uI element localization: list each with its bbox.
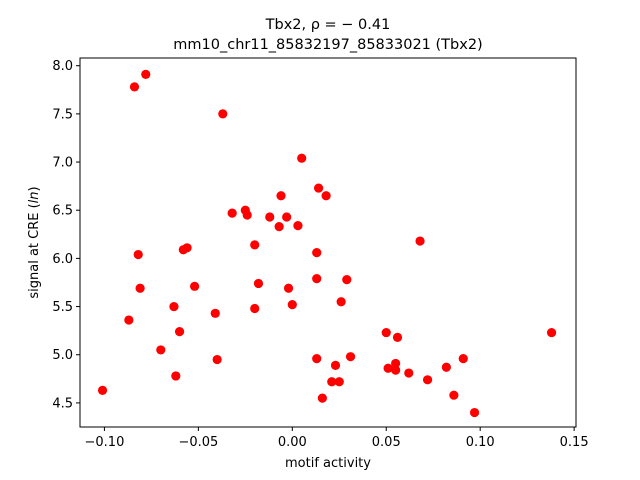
data-point-16 (227, 208, 237, 218)
data-point-31 (312, 274, 322, 284)
data-point-7 (169, 301, 179, 312)
data-point-48 (415, 236, 425, 246)
data-point-3 (133, 249, 143, 260)
data-point-37 (330, 360, 341, 370)
data-point-40 (342, 274, 352, 285)
data-point-46 (392, 332, 403, 342)
data-point-2 (129, 82, 140, 92)
x-axis-label: motif activity (285, 456, 371, 471)
y-axis-label: signal at CRE (ln) (27, 186, 42, 298)
x-tick-label-2: 0.00 (278, 435, 307, 450)
data-point-50 (441, 362, 451, 372)
data-point-44 (391, 358, 401, 369)
data-point-29 (297, 153, 307, 163)
y-tick-label-1: 5.0 (52, 348, 73, 363)
y-axis-label-prefix: signal at CRE ( (27, 203, 42, 298)
data-point-5 (141, 69, 151, 79)
data-point-11 (182, 243, 192, 253)
x-tick-label-5: 0.15 (560, 435, 589, 450)
data-point-13 (210, 308, 220, 318)
data-point-36 (327, 377, 337, 387)
data-point-52 (458, 353, 468, 364)
data-point-38 (334, 377, 344, 387)
data-point-24 (276, 191, 286, 201)
y-axis-label-italic: ln (27, 191, 42, 203)
data-point-8 (171, 371, 181, 381)
x-tick-label-1: −0.05 (178, 435, 218, 450)
plot-frame (79, 57, 577, 428)
data-point-4 (135, 283, 145, 293)
data-point-45 (391, 365, 401, 375)
data-point-25 (282, 212, 292, 222)
y-tick-label-2: 5.5 (52, 300, 73, 315)
chart-title-line1: Tbx2, ρ = − 0.41 (265, 17, 391, 33)
y-tick-label-6: 7.5 (52, 107, 73, 122)
data-point-26 (283, 283, 294, 293)
data-point-6 (156, 345, 166, 355)
data-point-15 (218, 109, 228, 119)
data-point-14 (212, 354, 222, 365)
data-point-32 (312, 353, 322, 364)
data-point-54 (546, 327, 557, 338)
data-point-0 (97, 385, 108, 395)
data-point-42 (381, 327, 391, 338)
data-point-41 (345, 352, 356, 362)
x-axis: −0.10 −0.05 0.00 0.05 0.10 0.15 (85, 427, 589, 450)
data-point-49 (422, 375, 433, 385)
x-tick-label-0: −0.10 (85, 435, 125, 450)
chart-title-line2: mm10_chr11_85832197_85833021 (Tbx2) (173, 37, 482, 53)
data-point-43 (383, 363, 393, 373)
y-tick-label-5: 7.0 (52, 156, 73, 171)
data-point-21 (253, 278, 264, 289)
y-axis-label-suffix: ) (27, 186, 42, 191)
data-point-28 (293, 221, 303, 231)
data-point-18 (242, 210, 252, 220)
data-point-22 (265, 212, 275, 222)
data-point-47 (404, 368, 414, 378)
data-point-39 (336, 297, 346, 307)
x-tick-label-4: 0.10 (466, 435, 495, 450)
data-point-30 (312, 248, 322, 258)
y-tick-label-3: 6.0 (52, 252, 73, 267)
data-point-20 (250, 303, 260, 314)
y-tick-label-4: 6.5 (52, 204, 73, 219)
data-point-12 (190, 281, 200, 291)
data-point-33 (314, 183, 324, 193)
data-point-53 (469, 407, 480, 418)
data-point-34 (317, 393, 327, 403)
data-point-1 (124, 315, 134, 325)
data-point-23 (274, 222, 284, 232)
y-tick-label-7: 8.0 (52, 59, 73, 74)
y-tick-label-0: 4.5 (52, 396, 73, 411)
data-point-51 (449, 390, 459, 400)
data-point-9 (174, 327, 185, 337)
data-point-27 (287, 300, 297, 310)
data-point-19 (250, 240, 260, 250)
points-layer (97, 69, 557, 418)
x-tick-label-3: 0.05 (372, 435, 401, 450)
data-point-35 (321, 191, 331, 201)
y-axis: 4.5 5.0 5.5 6.0 6.5 7.0 7.5 8.0 (52, 59, 80, 411)
